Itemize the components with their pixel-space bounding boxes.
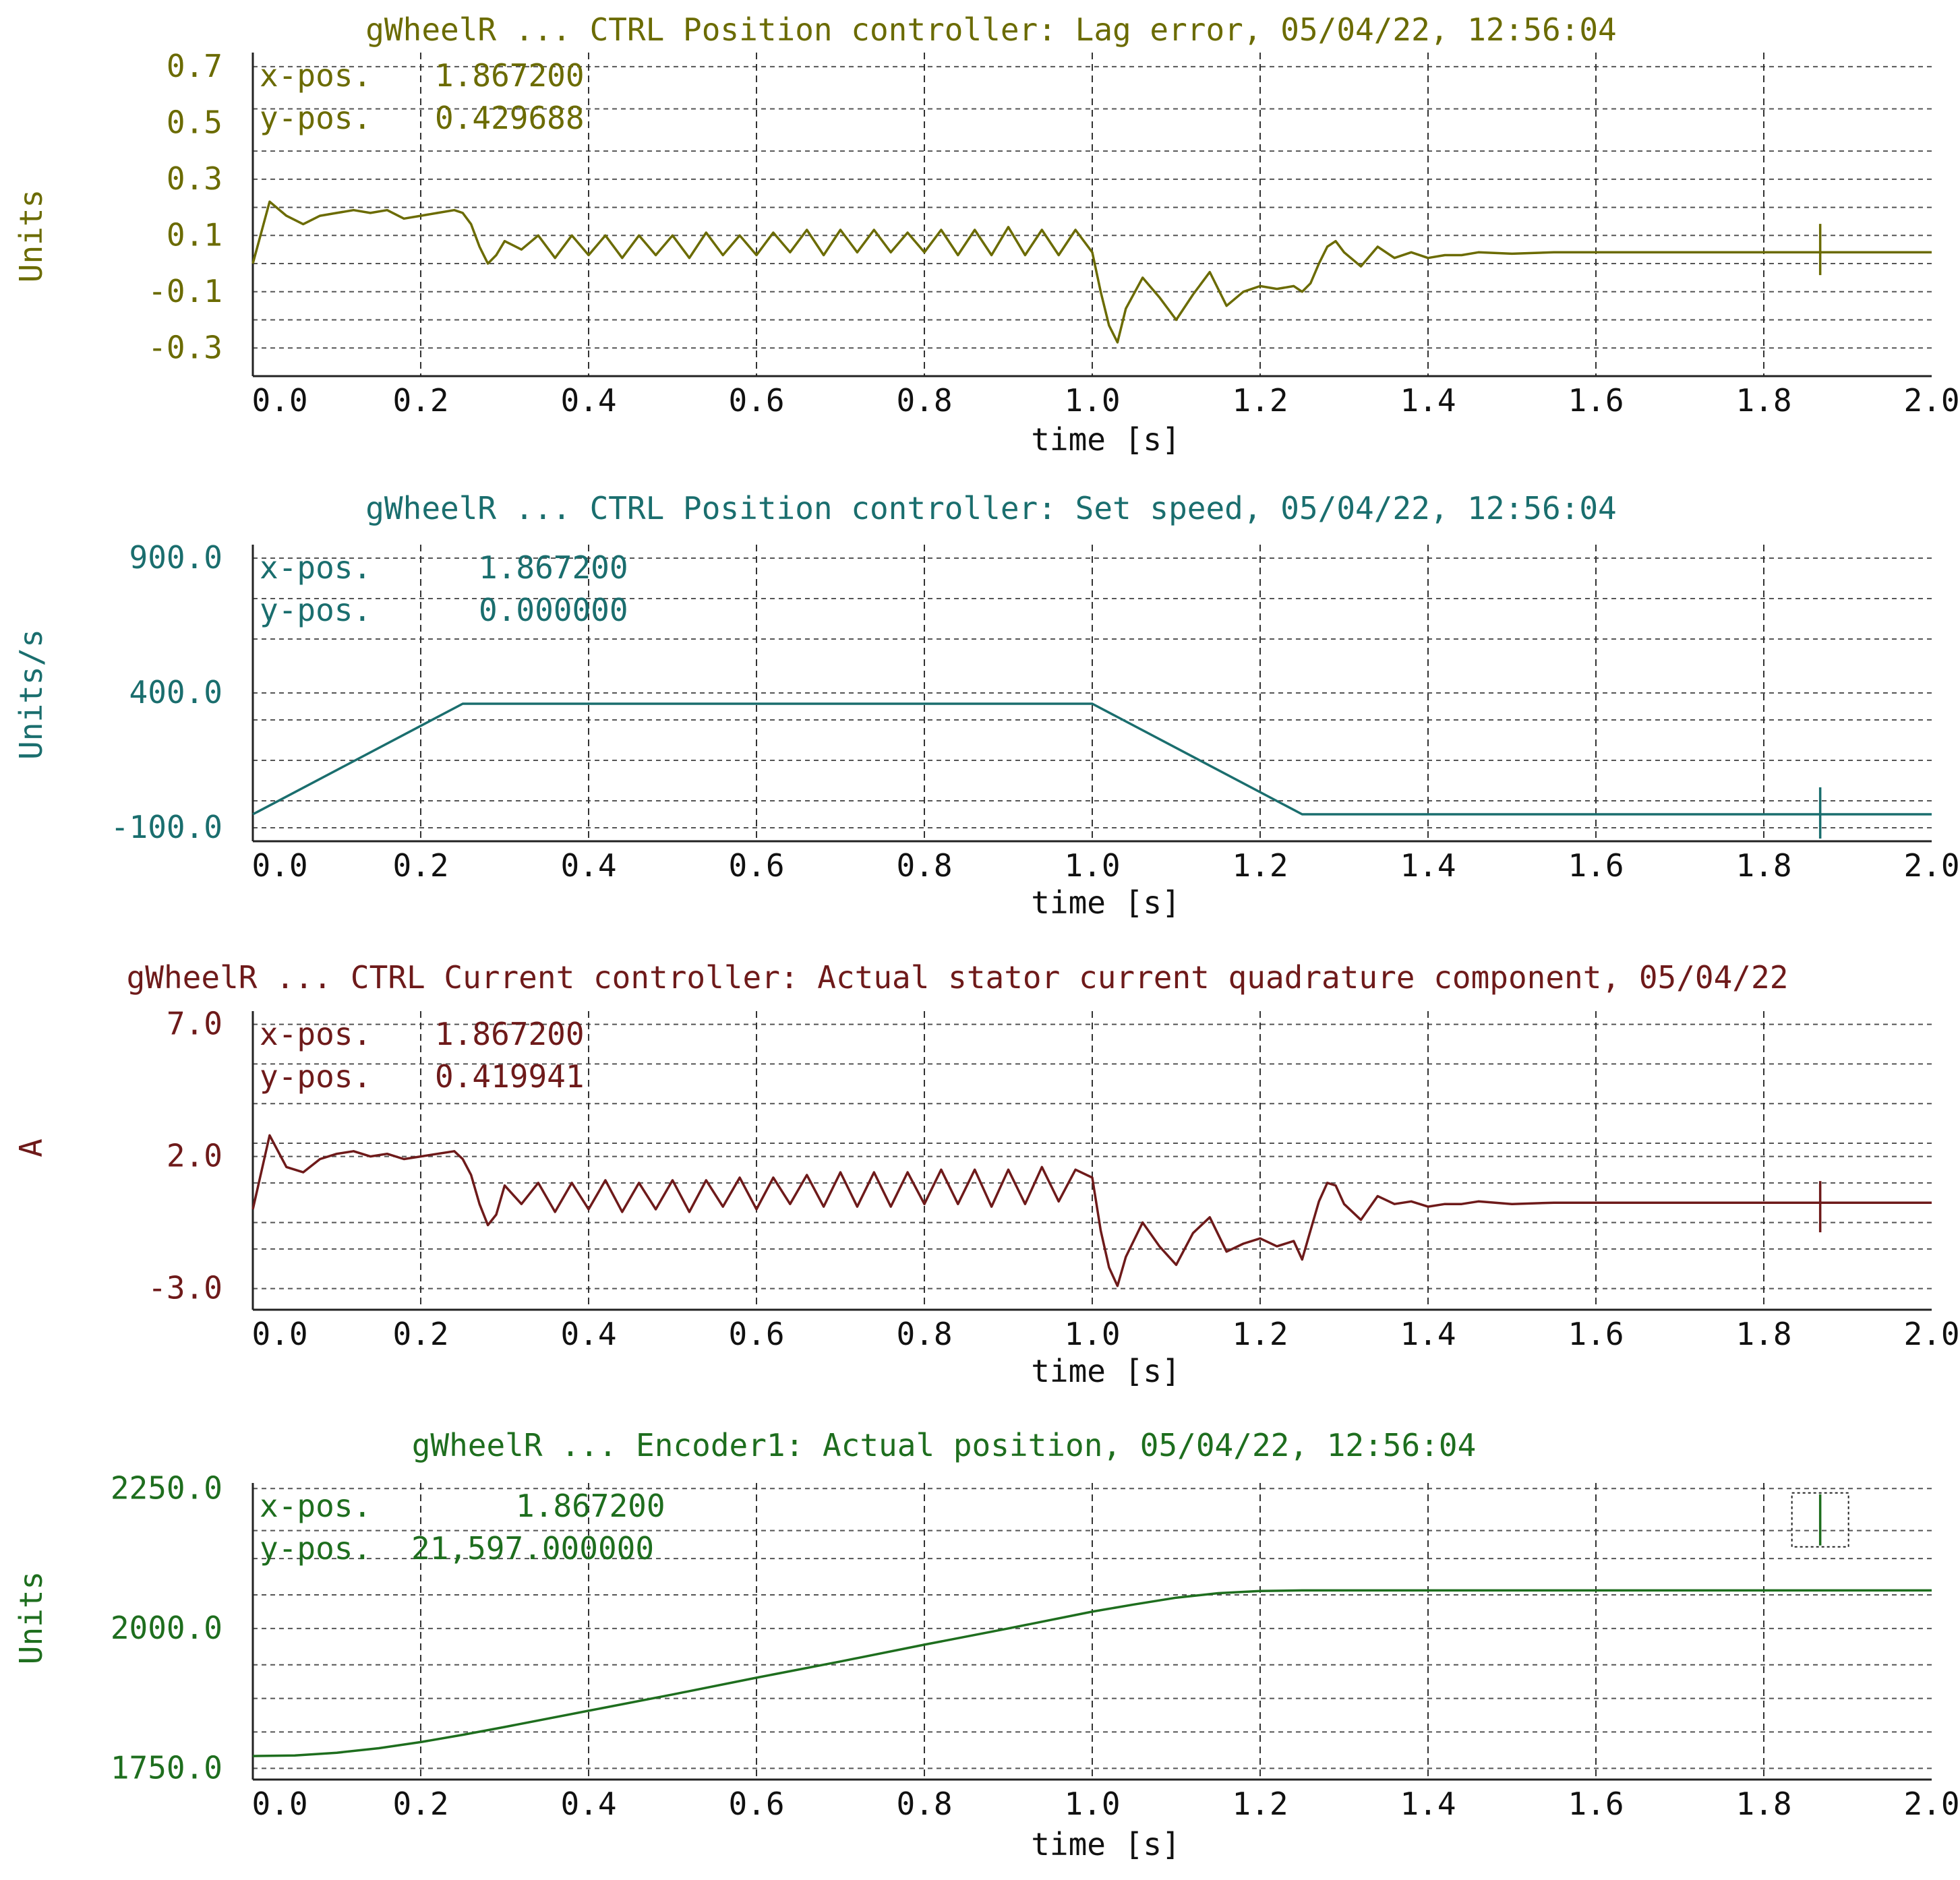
x-axis-label: time [s] — [1031, 1826, 1181, 1862]
x-tick-label: 0.6 — [728, 847, 784, 884]
x-tick-label: 0.4 — [560, 1316, 616, 1352]
y-axis-label: A — [13, 1139, 49, 1157]
x-tick-label: 1.6 — [1568, 1316, 1624, 1352]
y-tick-label: 0.1 — [167, 216, 222, 253]
x-tick-label: 2.0 — [1903, 1786, 1959, 1822]
x-tick-label: 1.4 — [1400, 382, 1456, 419]
chart-title: gWheelR ... Encoder1: Actual position, 0… — [412, 1427, 1477, 1463]
cursor-ypos-value: 21,597.000000 — [411, 1530, 654, 1567]
y-tick-label: 0.7 — [167, 48, 222, 84]
x-tick-label: 1.8 — [1735, 382, 1791, 419]
x-tick-label: 0.4 — [560, 847, 616, 884]
x-tick-label: 1.0 — [1064, 1316, 1120, 1352]
y-tick-label: 900.0 — [129, 539, 222, 576]
x-tick-label: 1.8 — [1735, 847, 1791, 884]
x-tick-label: 0.2 — [392, 1316, 448, 1352]
x-tick-label: 0.8 — [896, 847, 952, 884]
y-tick-label: 400.0 — [129, 674, 222, 710]
cursor-ypos-label: y-pos. — [260, 592, 372, 628]
x-tick-label: 2.0 — [1903, 382, 1959, 419]
x-tick-label: 0.0 — [251, 382, 307, 419]
y-tick-label: 2.0 — [167, 1138, 222, 1174]
x-tick-label: 0.0 — [251, 1786, 307, 1822]
x-tick-label: 0.4 — [560, 1786, 616, 1822]
x-tick-label: 1.4 — [1400, 1316, 1456, 1352]
series-line-1 — [251, 1134, 1932, 1287]
x-tick-label: 0.8 — [896, 1316, 952, 1352]
x-tick-label: 0.2 — [392, 382, 448, 419]
x-tick-label: 0.8 — [896, 382, 952, 419]
x-tick-label: 1.0 — [1064, 382, 1120, 419]
x-tick-label: 1.2 — [1232, 1786, 1288, 1822]
x-tick-label: 1.4 — [1400, 847, 1456, 884]
chart-panel-3: gWheelR ... CTRL Current controller: Act… — [13, 959, 1960, 1389]
x-tick-label: 0.6 — [728, 382, 784, 419]
y-axis-label: Units — [13, 189, 49, 282]
x-tick-label: 2.0 — [1903, 847, 1959, 884]
chart-panel-1: gWheelR ... CTRL Position controller: La… — [13, 11, 1960, 458]
x-tick-label: 0.6 — [728, 1316, 784, 1352]
x-tick-label: 1.6 — [1568, 1786, 1624, 1822]
x-tick-label: 1.6 — [1568, 382, 1624, 419]
x-tick-label: 1.8 — [1735, 1786, 1791, 1822]
x-tick-label: 1.2 — [1232, 1316, 1288, 1352]
x-axis-label: time [s] — [1031, 1353, 1181, 1389]
x-tick-label: 1.2 — [1232, 847, 1288, 884]
x-axis-label: time [s] — [1031, 421, 1181, 458]
y-tick-label: 1750.0 — [111, 1749, 222, 1786]
chart-title: gWheelR ... CTRL Current controller: Act… — [127, 959, 1789, 996]
cursor-xpos-value: 1.867200 — [516, 1488, 665, 1524]
x-tick-label: 1.6 — [1568, 847, 1624, 884]
cursor-xpos-value: 1.867200 — [435, 1016, 585, 1052]
cursor-ypos-value: 0.419941 — [435, 1058, 585, 1095]
chart-title: gWheelR ... CTRL Position controller: Se… — [365, 490, 1617, 526]
cursor-xpos-label: x-pos. — [260, 549, 372, 586]
cursor-xpos-label: x-pos. — [260, 57, 372, 94]
y-tick-label: 2000.0 — [111, 1610, 222, 1646]
y-tick-label: -0.1 — [148, 273, 222, 309]
x-tick-label: 0.2 — [392, 847, 448, 884]
y-tick-label: 0.3 — [167, 160, 222, 197]
cursor-ypos-value: 0.000000 — [479, 592, 628, 628]
y-tick-label: -3.0 — [148, 1270, 222, 1306]
series-line-1 — [252, 1589, 1932, 1757]
x-tick-label: 1.8 — [1735, 1316, 1791, 1352]
cursor-xpos-value: 1.867200 — [479, 549, 628, 586]
cursor-focus-box[interactable] — [1791, 1492, 1849, 1548]
x-tick-label: 1.4 — [1400, 1786, 1456, 1822]
y-axis-label: Units/s — [13, 629, 49, 760]
x-tick-label: 1.0 — [1064, 847, 1120, 884]
cursor-xpos-value: 1.867200 — [435, 57, 585, 94]
x-tick-label: 2.0 — [1903, 1316, 1959, 1352]
x-axis-label: time [s] — [1031, 884, 1181, 921]
cursor-ypos-label: y-pos. — [260, 1058, 372, 1095]
cursor-ypos-label: y-pos. — [260, 1530, 372, 1567]
y-axis-label: Units — [13, 1571, 49, 1664]
cursor-xpos-label: x-pos. — [260, 1488, 372, 1524]
x-tick-label: 0.2 — [392, 1786, 448, 1822]
x-tick-label: 0.8 — [896, 1786, 952, 1822]
series-line-1 — [251, 200, 1932, 344]
series-line-1 — [252, 702, 1932, 816]
cursor-ypos-value: 0.429688 — [435, 100, 585, 136]
chart-title: gWheelR ... CTRL Position controller: La… — [365, 11, 1617, 48]
cursor-ypos-label: y-pos. — [260, 100, 372, 136]
y-tick-label: 7.0 — [167, 1006, 222, 1042]
x-tick-label: 1.2 — [1232, 382, 1288, 419]
chart-panel-2: gWheelR ... CTRL Position controller: Se… — [13, 490, 1960, 921]
x-tick-label: 0.0 — [251, 847, 307, 884]
x-tick-label: 0.0 — [251, 1316, 307, 1352]
y-tick-label: 0.5 — [167, 104, 222, 140]
y-tick-label: -100.0 — [111, 809, 222, 845]
x-tick-label: 0.4 — [560, 382, 616, 419]
y-tick-label: 2250.0 — [111, 1469, 222, 1506]
chart-panel-4: gWheelR ... Encoder1: Actual position, 0… — [13, 1427, 1960, 1862]
x-tick-label: 1.0 — [1064, 1786, 1120, 1822]
cursor-xpos-label: x-pos. — [260, 1016, 372, 1052]
x-tick-label: 0.6 — [728, 1786, 784, 1822]
y-tick-label: -0.3 — [148, 329, 222, 365]
